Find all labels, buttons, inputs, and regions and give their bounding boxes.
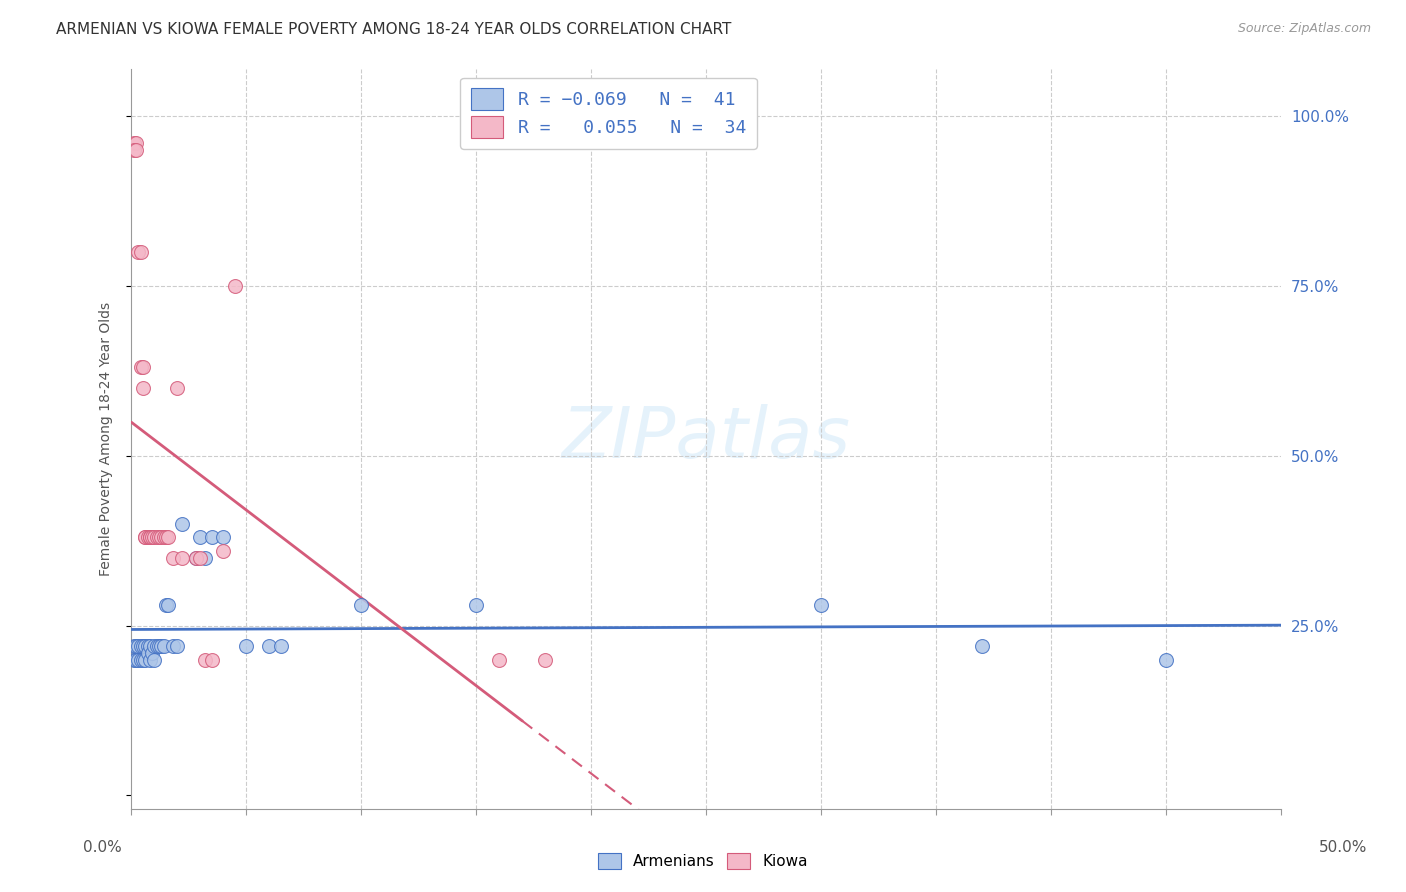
Point — [194, 652, 217, 666]
Point — [129, 639, 152, 653]
Point — [162, 550, 184, 565]
Point — [141, 646, 163, 660]
Point — [810, 598, 832, 612]
Point — [136, 530, 159, 544]
Point — [129, 652, 152, 666]
Point — [235, 639, 257, 653]
Point — [152, 639, 174, 653]
Point — [1154, 652, 1177, 666]
Point — [350, 598, 373, 612]
Point — [127, 652, 149, 666]
Point — [143, 652, 166, 666]
Point — [166, 381, 188, 395]
Text: ZIPatlas: ZIPatlas — [562, 404, 851, 474]
Point — [134, 652, 156, 666]
Point — [157, 598, 180, 612]
Point — [134, 639, 156, 653]
Point — [136, 646, 159, 660]
Point — [190, 530, 212, 544]
Point — [132, 639, 155, 653]
Point — [136, 639, 159, 653]
Point — [166, 639, 188, 653]
Point — [488, 652, 510, 666]
Text: 0.0%: 0.0% — [83, 840, 122, 855]
Point — [141, 530, 163, 544]
Y-axis label: Female Poverty Among 18-24 Year Olds: Female Poverty Among 18-24 Year Olds — [100, 301, 114, 576]
Legend: Armenians, Kiowa: Armenians, Kiowa — [592, 847, 814, 875]
Point — [162, 639, 184, 653]
Point — [132, 360, 155, 375]
Point — [122, 143, 145, 157]
Text: Source: ZipAtlas.com: Source: ZipAtlas.com — [1237, 22, 1371, 36]
Point — [145, 639, 167, 653]
Point — [145, 530, 167, 544]
Point — [534, 652, 557, 666]
Point — [125, 652, 148, 666]
Point — [125, 639, 148, 653]
Point — [465, 598, 488, 612]
Point — [190, 550, 212, 565]
Point — [194, 550, 217, 565]
Point — [132, 381, 155, 395]
Point — [157, 530, 180, 544]
Point — [122, 639, 145, 653]
Legend: R = −0.069   N =  41, R =   0.055   N =  34: R = −0.069 N = 41, R = 0.055 N = 34 — [460, 78, 756, 149]
Point — [132, 652, 155, 666]
Point — [270, 639, 292, 653]
Point — [122, 136, 145, 151]
Point — [139, 652, 162, 666]
Point — [139, 530, 162, 544]
Point — [134, 530, 156, 544]
Point — [184, 550, 207, 565]
Point — [122, 652, 145, 666]
Point — [125, 143, 148, 157]
Point — [212, 544, 235, 558]
Point — [972, 639, 994, 653]
Point — [152, 530, 174, 544]
Point — [155, 530, 177, 544]
Point — [127, 639, 149, 653]
Point — [259, 639, 281, 653]
Text: ARMENIAN VS KIOWA FEMALE POVERTY AMONG 18-24 YEAR OLDS CORRELATION CHART: ARMENIAN VS KIOWA FEMALE POVERTY AMONG 1… — [56, 22, 731, 37]
Point — [125, 136, 148, 151]
Point — [155, 598, 177, 612]
Point — [129, 244, 152, 259]
Point — [224, 279, 246, 293]
Point — [201, 530, 224, 544]
Text: 50.0%: 50.0% — [1319, 840, 1367, 855]
Point — [170, 516, 193, 531]
Point — [127, 244, 149, 259]
Point — [143, 639, 166, 653]
Point — [148, 639, 170, 653]
Point — [148, 530, 170, 544]
Point — [129, 360, 152, 375]
Point — [150, 639, 173, 653]
Point — [134, 530, 156, 544]
Point — [150, 530, 173, 544]
Point — [212, 530, 235, 544]
Point — [143, 530, 166, 544]
Point — [170, 550, 193, 565]
Point — [184, 550, 207, 565]
Point — [139, 639, 162, 653]
Point — [201, 652, 224, 666]
Point — [139, 530, 162, 544]
